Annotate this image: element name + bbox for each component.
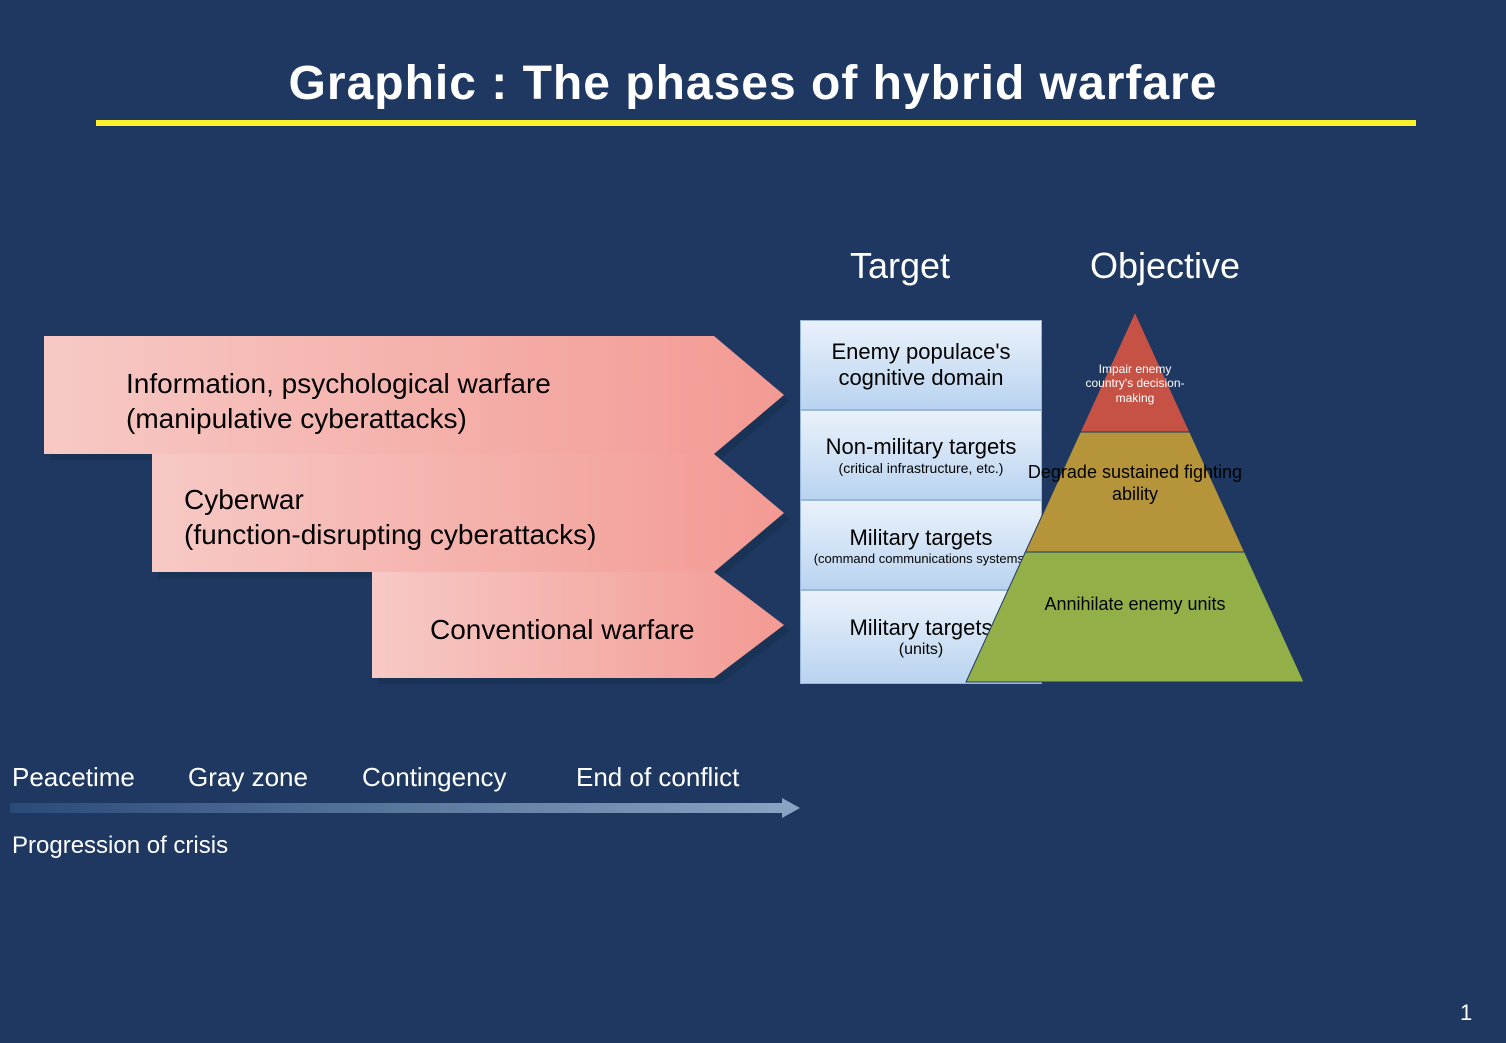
timeline-caption: Progression of crisis — [12, 832, 228, 860]
page-number: 1 — [1460, 1000, 1472, 1026]
timeline-arrow — [0, 0, 1506, 1043]
